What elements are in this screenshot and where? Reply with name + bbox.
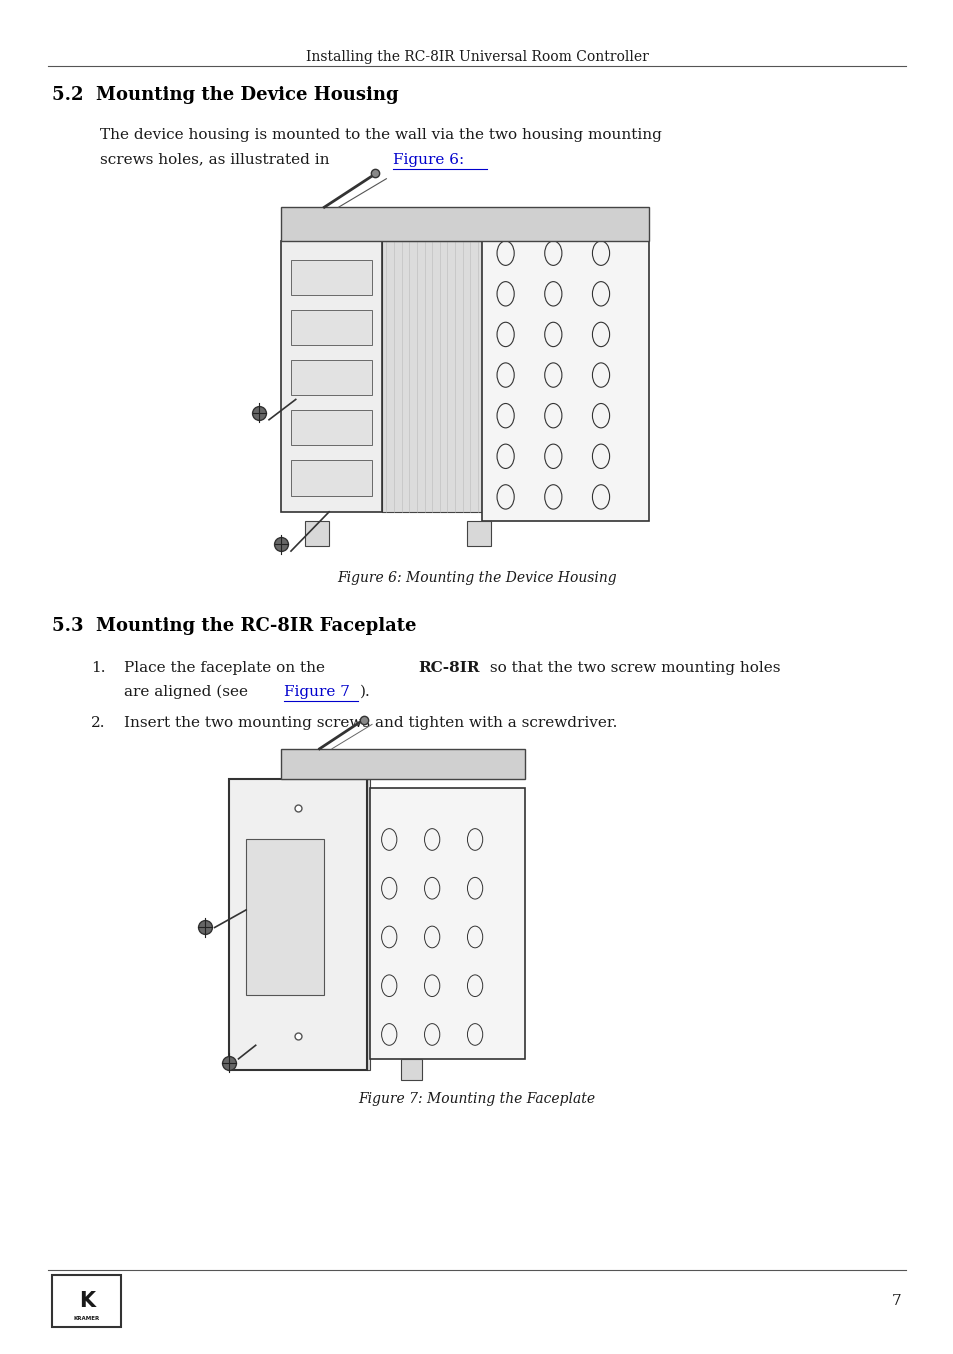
FancyBboxPatch shape (281, 749, 524, 779)
Text: screws holes, as illustrated in: screws holes, as illustrated in (100, 153, 335, 167)
FancyBboxPatch shape (481, 217, 648, 521)
Text: Figure 7: Mounting the Faceplate: Figure 7: Mounting the Faceplate (358, 1093, 595, 1106)
FancyBboxPatch shape (291, 410, 372, 445)
FancyBboxPatch shape (281, 241, 381, 512)
FancyBboxPatch shape (246, 839, 324, 995)
Text: K: K (79, 1292, 94, 1311)
Text: Place the faceplate on the: Place the faceplate on the (124, 661, 330, 674)
FancyBboxPatch shape (229, 779, 367, 1070)
Text: Figure 6: Mounting the Device Housing: Figure 6: Mounting the Device Housing (336, 571, 617, 585)
FancyBboxPatch shape (367, 779, 370, 1070)
FancyBboxPatch shape (291, 360, 372, 395)
FancyBboxPatch shape (291, 460, 372, 496)
FancyBboxPatch shape (381, 241, 481, 512)
Text: Insert the two mounting screws and tighten with a screwdriver.: Insert the two mounting screws and tight… (124, 716, 617, 730)
Text: 1.: 1. (91, 661, 105, 674)
Text: The device housing is mounted to the wall via the two housing mounting: The device housing is mounted to the wal… (100, 129, 661, 142)
Text: Figure 6:: Figure 6: (393, 153, 464, 167)
FancyBboxPatch shape (305, 521, 329, 546)
Text: 7: 7 (891, 1294, 901, 1308)
FancyBboxPatch shape (291, 310, 372, 345)
Text: Figure 7: Figure 7 (284, 685, 350, 699)
Text: Installing the RC-8IR Universal Room Controller: Installing the RC-8IR Universal Room Con… (305, 50, 648, 64)
FancyBboxPatch shape (370, 788, 524, 1059)
FancyBboxPatch shape (400, 1059, 421, 1080)
Text: 5.3  Mounting the RC-8IR Faceplate: 5.3 Mounting the RC-8IR Faceplate (52, 616, 416, 635)
FancyBboxPatch shape (467, 521, 491, 546)
Text: so that the two screw mounting holes: so that the two screw mounting holes (484, 661, 780, 674)
FancyBboxPatch shape (281, 207, 648, 241)
Text: 2.: 2. (91, 716, 105, 730)
Text: 5.2  Mounting the Device Housing: 5.2 Mounting the Device Housing (52, 85, 398, 104)
Text: KRAMER: KRAMER (73, 1316, 100, 1322)
Text: ).: ). (359, 685, 370, 699)
Text: are aligned (see: are aligned (see (124, 685, 253, 699)
FancyBboxPatch shape (291, 260, 372, 295)
FancyBboxPatch shape (52, 1275, 121, 1327)
Text: RC-8IR: RC-8IR (417, 661, 478, 674)
